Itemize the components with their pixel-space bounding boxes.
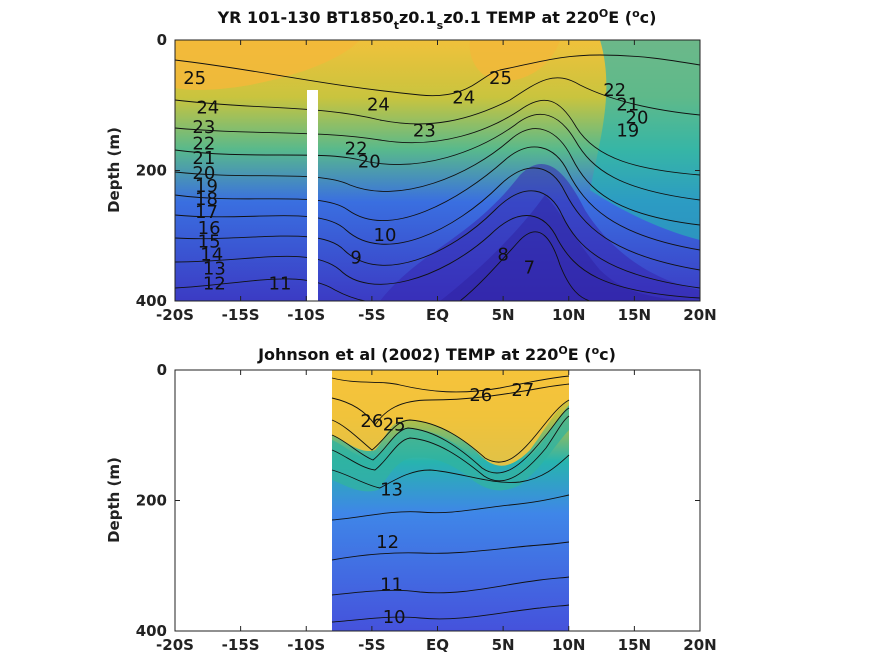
contour-label: 11 — [380, 574, 403, 595]
panel-bottom-title: Johnson et al (2002) TEMP at 220OE (oc) — [257, 344, 616, 364]
panel-bottom-ylabel: Depth (m) — [105, 457, 123, 543]
contour-label: 17 — [195, 202, 218, 223]
x-tick-label: EQ — [426, 636, 449, 654]
panel-top-axes: -20S -15S -10S -5S EQ 5N 10N 15N 20N 0 200 400 — [136, 31, 717, 324]
contour-label: 19 — [616, 120, 639, 141]
x-tick-label: 5N — [492, 636, 515, 654]
contour-label: 23 — [413, 120, 436, 141]
contour-label: 10 — [374, 225, 397, 246]
contour-label: 24 — [367, 94, 390, 115]
x-tick-label: -5S — [358, 306, 385, 324]
contour-label: 22 — [192, 133, 215, 154]
x-tick-label: 10N — [552, 636, 585, 654]
contour-label: 20 — [626, 107, 649, 128]
contour-label: 12 — [376, 532, 399, 553]
panel-top: YR 101-130 BT1850tz0.1sz0.1 TEMP at 220O… — [105, 7, 717, 324]
y-tick-label: 400 — [136, 292, 167, 310]
contour-label: 7 — [524, 257, 535, 278]
contour-label: 20 — [358, 152, 381, 173]
panel-top-ylabel: Depth (m) — [105, 127, 123, 213]
x-tick-label: 20N — [683, 306, 716, 324]
contour-label: 27 — [511, 380, 534, 401]
x-tick-label: 20N — [683, 636, 716, 654]
panel-bottom-field — [331, 370, 570, 631]
y-tick-label: 200 — [136, 492, 167, 510]
contour-label: 14 — [200, 244, 223, 265]
x-tick-label: -10S — [287, 636, 325, 654]
contour-label: 22 — [345, 139, 368, 160]
missing-data-column — [307, 90, 318, 301]
contour-label: 9 — [350, 248, 361, 269]
contour-label: 19 — [195, 176, 218, 197]
x-tick-label: -15S — [222, 306, 260, 324]
contour-label: 25 — [183, 68, 206, 89]
panel-top-field — [174, 40, 701, 302]
x-tick-label: 10N — [552, 306, 585, 324]
contour-label: 12 — [203, 274, 226, 295]
y-tick-label: 200 — [136, 162, 167, 180]
contour-label: 15 — [198, 231, 221, 252]
contour-label: 26 — [360, 411, 383, 432]
contour-label: 16 — [198, 218, 221, 239]
contour-label: 18 — [195, 189, 218, 210]
x-tick-label: 5N — [492, 306, 515, 324]
x-tick-label: 15N — [618, 306, 651, 324]
contour-label: 13 — [380, 480, 403, 501]
contour-label: 24 — [196, 98, 219, 119]
contour-label: 20 — [192, 163, 215, 184]
x-tick-label: -15S — [222, 636, 260, 654]
contour-label: 21 — [616, 94, 639, 115]
contour-label: 13 — [203, 259, 226, 280]
y-tick-label: 0 — [157, 361, 167, 379]
contour-label: 8 — [497, 244, 508, 265]
contour-label: 24 — [452, 88, 475, 109]
x-tick-label: 15N — [618, 636, 651, 654]
panel-top-title: YR 101-130 BT1850tz0.1sz0.1 TEMP at 220O… — [217, 7, 657, 32]
contour-label: 23 — [192, 117, 215, 138]
x-tick-label: -10S — [287, 306, 325, 324]
contour-label: 25 — [383, 414, 406, 435]
y-tick-label: 0 — [157, 31, 167, 49]
x-tick-label: -5S — [358, 636, 385, 654]
x-tick-label: EQ — [426, 306, 449, 324]
contour-label: 25 — [489, 68, 512, 89]
panel-bottom: Johnson et al (2002) TEMP at 220OE (oc) … — [105, 344, 717, 654]
x-tick-label: -20S — [156, 306, 194, 324]
contour-label: 10 — [383, 607, 406, 628]
contour-label: 26 — [469, 385, 492, 406]
x-tick-label: -20S — [156, 636, 194, 654]
contour-label: 21 — [192, 148, 215, 169]
panel-bottom-axes: -20S -15S -10S -5S EQ 5N 10N 15N 20N 0 200 400 — [136, 361, 717, 654]
y-tick-label: 400 — [136, 622, 167, 640]
contour-label: 11 — [269, 274, 292, 295]
contour-label: 22 — [603, 80, 626, 101]
